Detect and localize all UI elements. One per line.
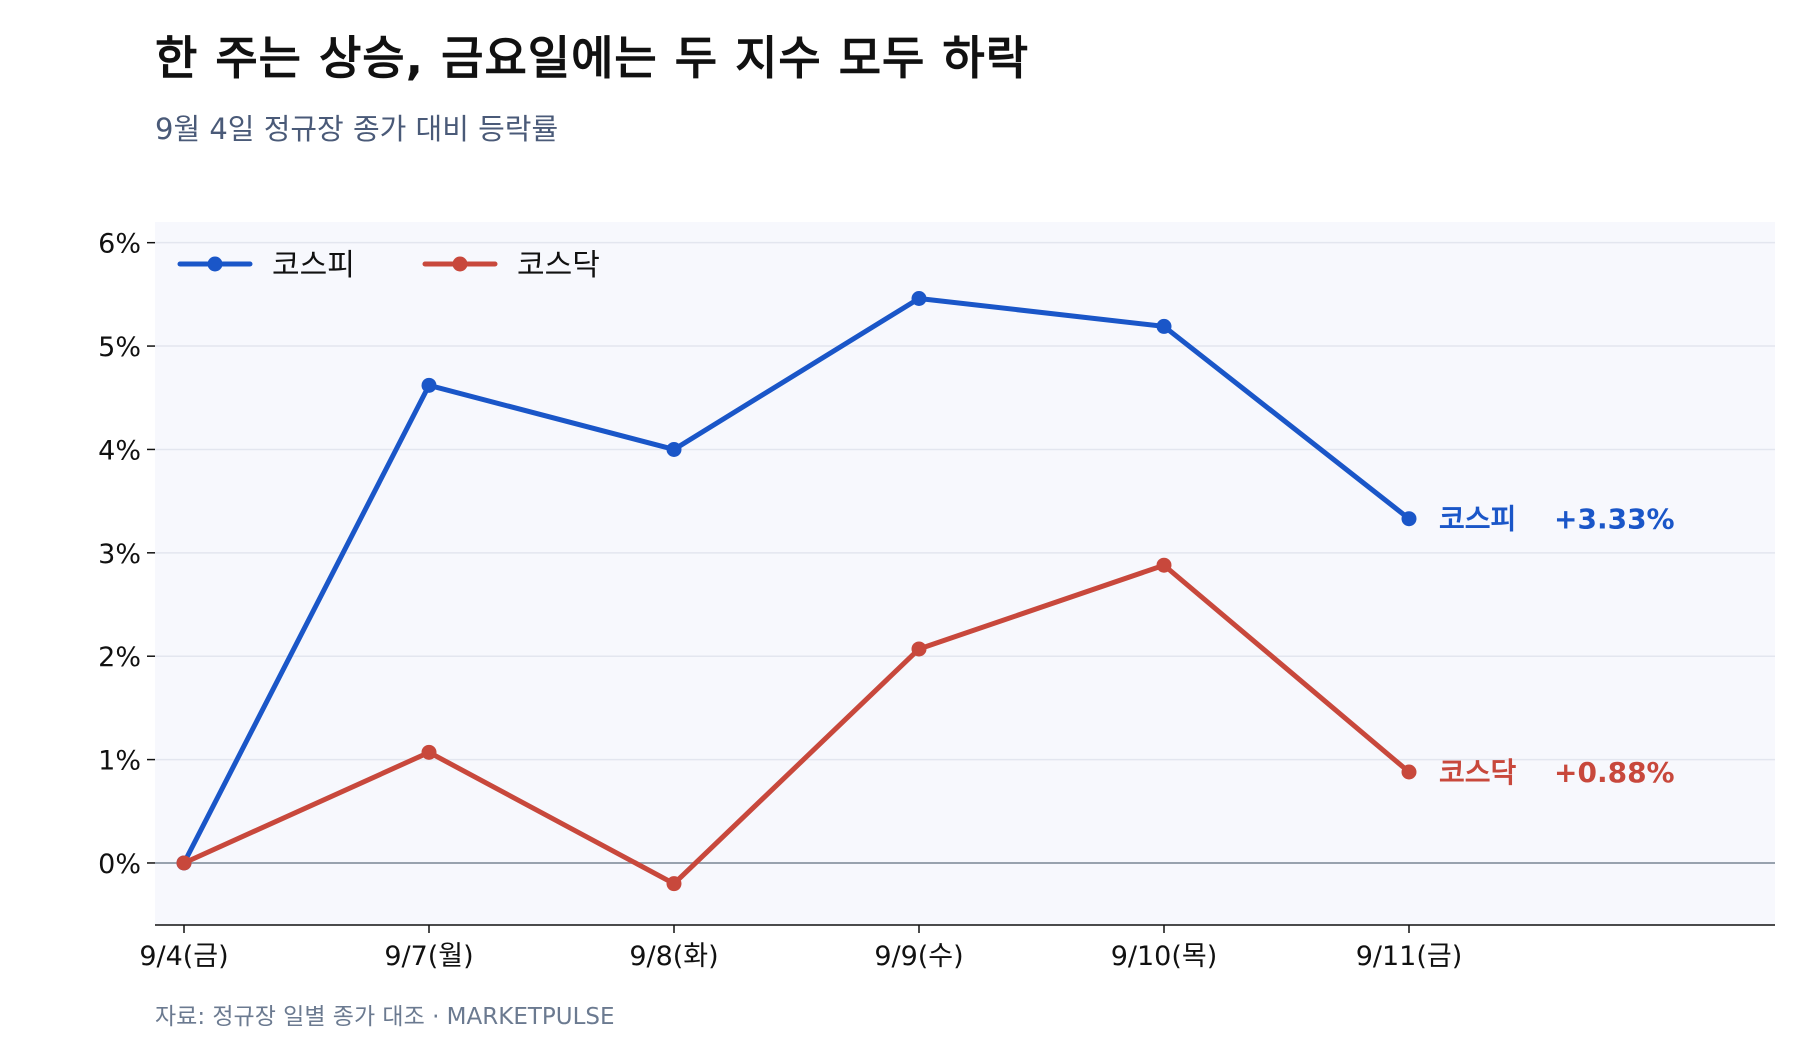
y-tick-label: 1% — [98, 746, 141, 777]
x-tick-label: 9/4(금) — [139, 941, 228, 972]
data-point-kosdaq — [1156, 557, 1172, 573]
chart-subtitle: 9월 4일 정규장 종가 대비 등락률 — [155, 112, 559, 146]
legend-label-kospi: 코스피 — [272, 248, 355, 283]
data-point-kospi — [1401, 511, 1417, 527]
legend-marker-kosdaq — [452, 256, 468, 272]
x-tick-label: 9/10(목) — [1111, 941, 1218, 972]
data-point-kosdaq — [421, 744, 437, 760]
data-point-kospi — [666, 441, 682, 457]
y-tick-label: 2% — [98, 642, 141, 673]
data-point-kosdaq — [911, 641, 927, 657]
data-point-kosdaq — [666, 876, 682, 892]
end-label-value-kospi: +3.33% — [1554, 503, 1675, 536]
end-label-value-kosdaq: +0.88% — [1554, 756, 1675, 789]
data-point-kospi — [911, 291, 927, 307]
x-tick-label: 9/11(금) — [1356, 941, 1463, 972]
y-tick-label: 4% — [98, 435, 141, 466]
x-tick-label: 9/8(화) — [629, 941, 718, 972]
data-point-kosdaq — [1401, 764, 1417, 780]
x-tick-label: 9/7(월) — [384, 941, 473, 972]
source-note: 자료: 정규장 일별 종가 대조 · MARKETPULSE — [155, 1004, 615, 1030]
chart-title: 한 주는 상승, 금요일에는 두 지수 모두 하락 — [155, 31, 1030, 85]
legend-marker-kospi — [207, 256, 223, 272]
data-point-kospi — [1156, 318, 1172, 334]
series-line-kospi — [181, 296, 1412, 866]
y-tick-label: 6% — [98, 229, 141, 260]
end-label-name-kosdaq: 코스닥 — [1439, 756, 1517, 789]
plot-area — [155, 222, 1775, 925]
x-tick-label: 9/9(수) — [874, 941, 963, 972]
series-line-kosdaq — [181, 562, 1412, 887]
y-tick-label: 0% — [98, 849, 141, 880]
end-label-name-kospi: 코스피 — [1439, 503, 1516, 536]
y-tick-label: 5% — [98, 332, 141, 363]
data-point-kospi — [421, 377, 437, 393]
data-point-kosdaq — [176, 855, 192, 871]
y-tick-label: 3% — [98, 539, 141, 570]
legend-label-kosdaq: 코스닥 — [517, 248, 600, 283]
